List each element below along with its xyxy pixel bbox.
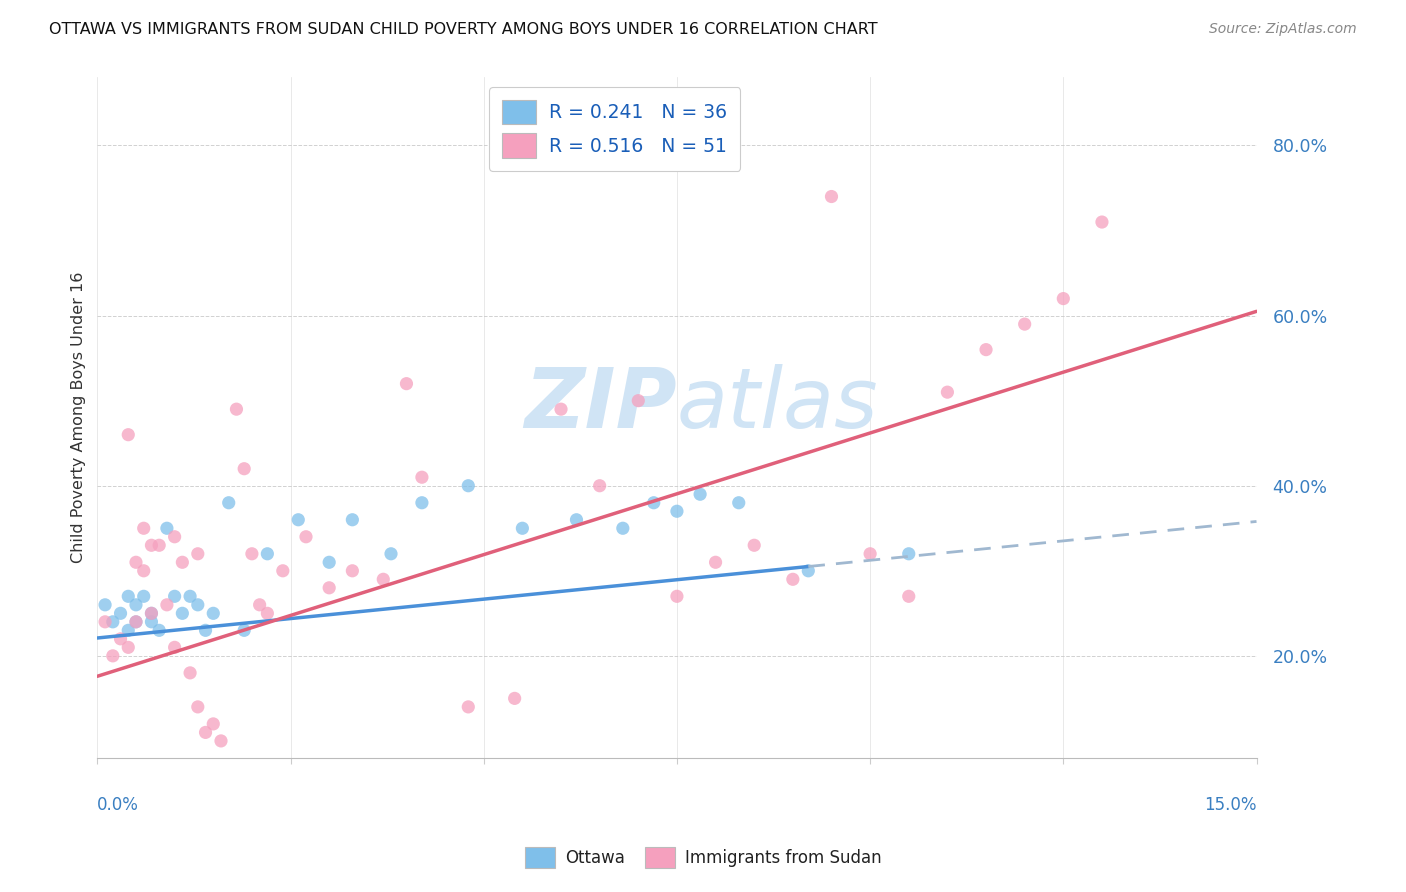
Point <box>704 555 727 569</box>
Point <box>612 521 634 535</box>
Point <box>249 598 271 612</box>
Point <box>141 538 163 552</box>
Point <box>117 427 139 442</box>
Point <box>1091 215 1114 229</box>
Point <box>897 590 920 604</box>
Point <box>156 521 179 535</box>
Point <box>395 376 418 391</box>
Point <box>132 564 155 578</box>
Point <box>588 479 610 493</box>
Point <box>110 632 132 646</box>
Point <box>194 725 217 739</box>
Legend: R = 0.241   N = 36, R = 0.516   N = 51: R = 0.241 N = 36, R = 0.516 N = 51 <box>489 87 741 170</box>
Point <box>457 699 479 714</box>
Point <box>782 572 804 586</box>
Point <box>202 717 225 731</box>
Text: 15.0%: 15.0% <box>1204 797 1257 814</box>
Point <box>271 564 294 578</box>
Point <box>187 547 209 561</box>
Point <box>148 538 170 552</box>
Point <box>411 470 433 484</box>
Point <box>318 555 340 569</box>
Point <box>125 555 148 569</box>
Point <box>202 607 225 621</box>
Point <box>141 615 163 629</box>
Point <box>256 547 278 561</box>
Point <box>187 598 209 612</box>
Point <box>665 504 688 518</box>
Point <box>797 564 820 578</box>
Point <box>179 665 201 680</box>
Point <box>1052 292 1074 306</box>
Text: 0.0%: 0.0% <box>97 797 139 814</box>
Point <box>742 538 765 552</box>
Point <box>172 607 194 621</box>
Point <box>94 615 117 629</box>
Point <box>209 734 232 748</box>
Point <box>342 513 364 527</box>
Text: OTTAWA VS IMMIGRANTS FROM SUDAN CHILD POVERTY AMONG BOYS UNDER 16 CORRELATION CH: OTTAWA VS IMMIGRANTS FROM SUDAN CHILD PO… <box>49 22 877 37</box>
Point <box>163 530 186 544</box>
Y-axis label: Child Poverty Among Boys Under 16: Child Poverty Among Boys Under 16 <box>72 272 86 564</box>
Point <box>820 189 842 203</box>
Point <box>936 385 959 400</box>
Point <box>550 402 572 417</box>
Point <box>187 699 209 714</box>
Point <box>287 513 309 527</box>
Point <box>218 496 240 510</box>
Point <box>512 521 534 535</box>
Point <box>117 624 139 638</box>
Point <box>859 547 882 561</box>
Point <box>689 487 711 501</box>
Point <box>117 590 139 604</box>
Point <box>565 513 588 527</box>
Point <box>141 607 163 621</box>
Point <box>163 590 186 604</box>
Point <box>503 691 526 706</box>
Point <box>233 624 256 638</box>
Point <box>665 590 688 604</box>
Point <box>256 607 278 621</box>
Point <box>342 564 364 578</box>
Point <box>125 598 148 612</box>
Text: Source: ZipAtlas.com: Source: ZipAtlas.com <box>1209 22 1357 37</box>
Point <box>94 598 117 612</box>
Point <box>411 496 433 510</box>
Point <box>295 530 318 544</box>
Point <box>627 393 650 408</box>
Point <box>125 615 148 629</box>
Point <box>727 496 749 510</box>
Point <box>457 479 479 493</box>
Point <box>110 607 132 621</box>
Point <box>101 615 124 629</box>
Point <box>117 640 139 655</box>
Point <box>194 624 217 638</box>
Point <box>132 590 155 604</box>
Point <box>643 496 665 510</box>
Text: ZIP: ZIP <box>524 364 676 444</box>
Point <box>163 640 186 655</box>
Point <box>318 581 340 595</box>
Point <box>233 461 256 475</box>
Text: atlas: atlas <box>676 364 879 444</box>
Point <box>172 555 194 569</box>
Point <box>1014 317 1036 331</box>
Point <box>125 615 148 629</box>
Point <box>373 572 395 586</box>
Point <box>974 343 997 357</box>
Point <box>156 598 179 612</box>
Point <box>101 648 124 663</box>
Point <box>132 521 155 535</box>
Point <box>179 590 201 604</box>
Point <box>897 547 920 561</box>
Point <box>380 547 402 561</box>
Point <box>225 402 247 417</box>
Point <box>240 547 263 561</box>
Point <box>148 624 170 638</box>
Point <box>141 607 163 621</box>
Legend: Ottawa, Immigrants from Sudan: Ottawa, Immigrants from Sudan <box>517 840 889 875</box>
